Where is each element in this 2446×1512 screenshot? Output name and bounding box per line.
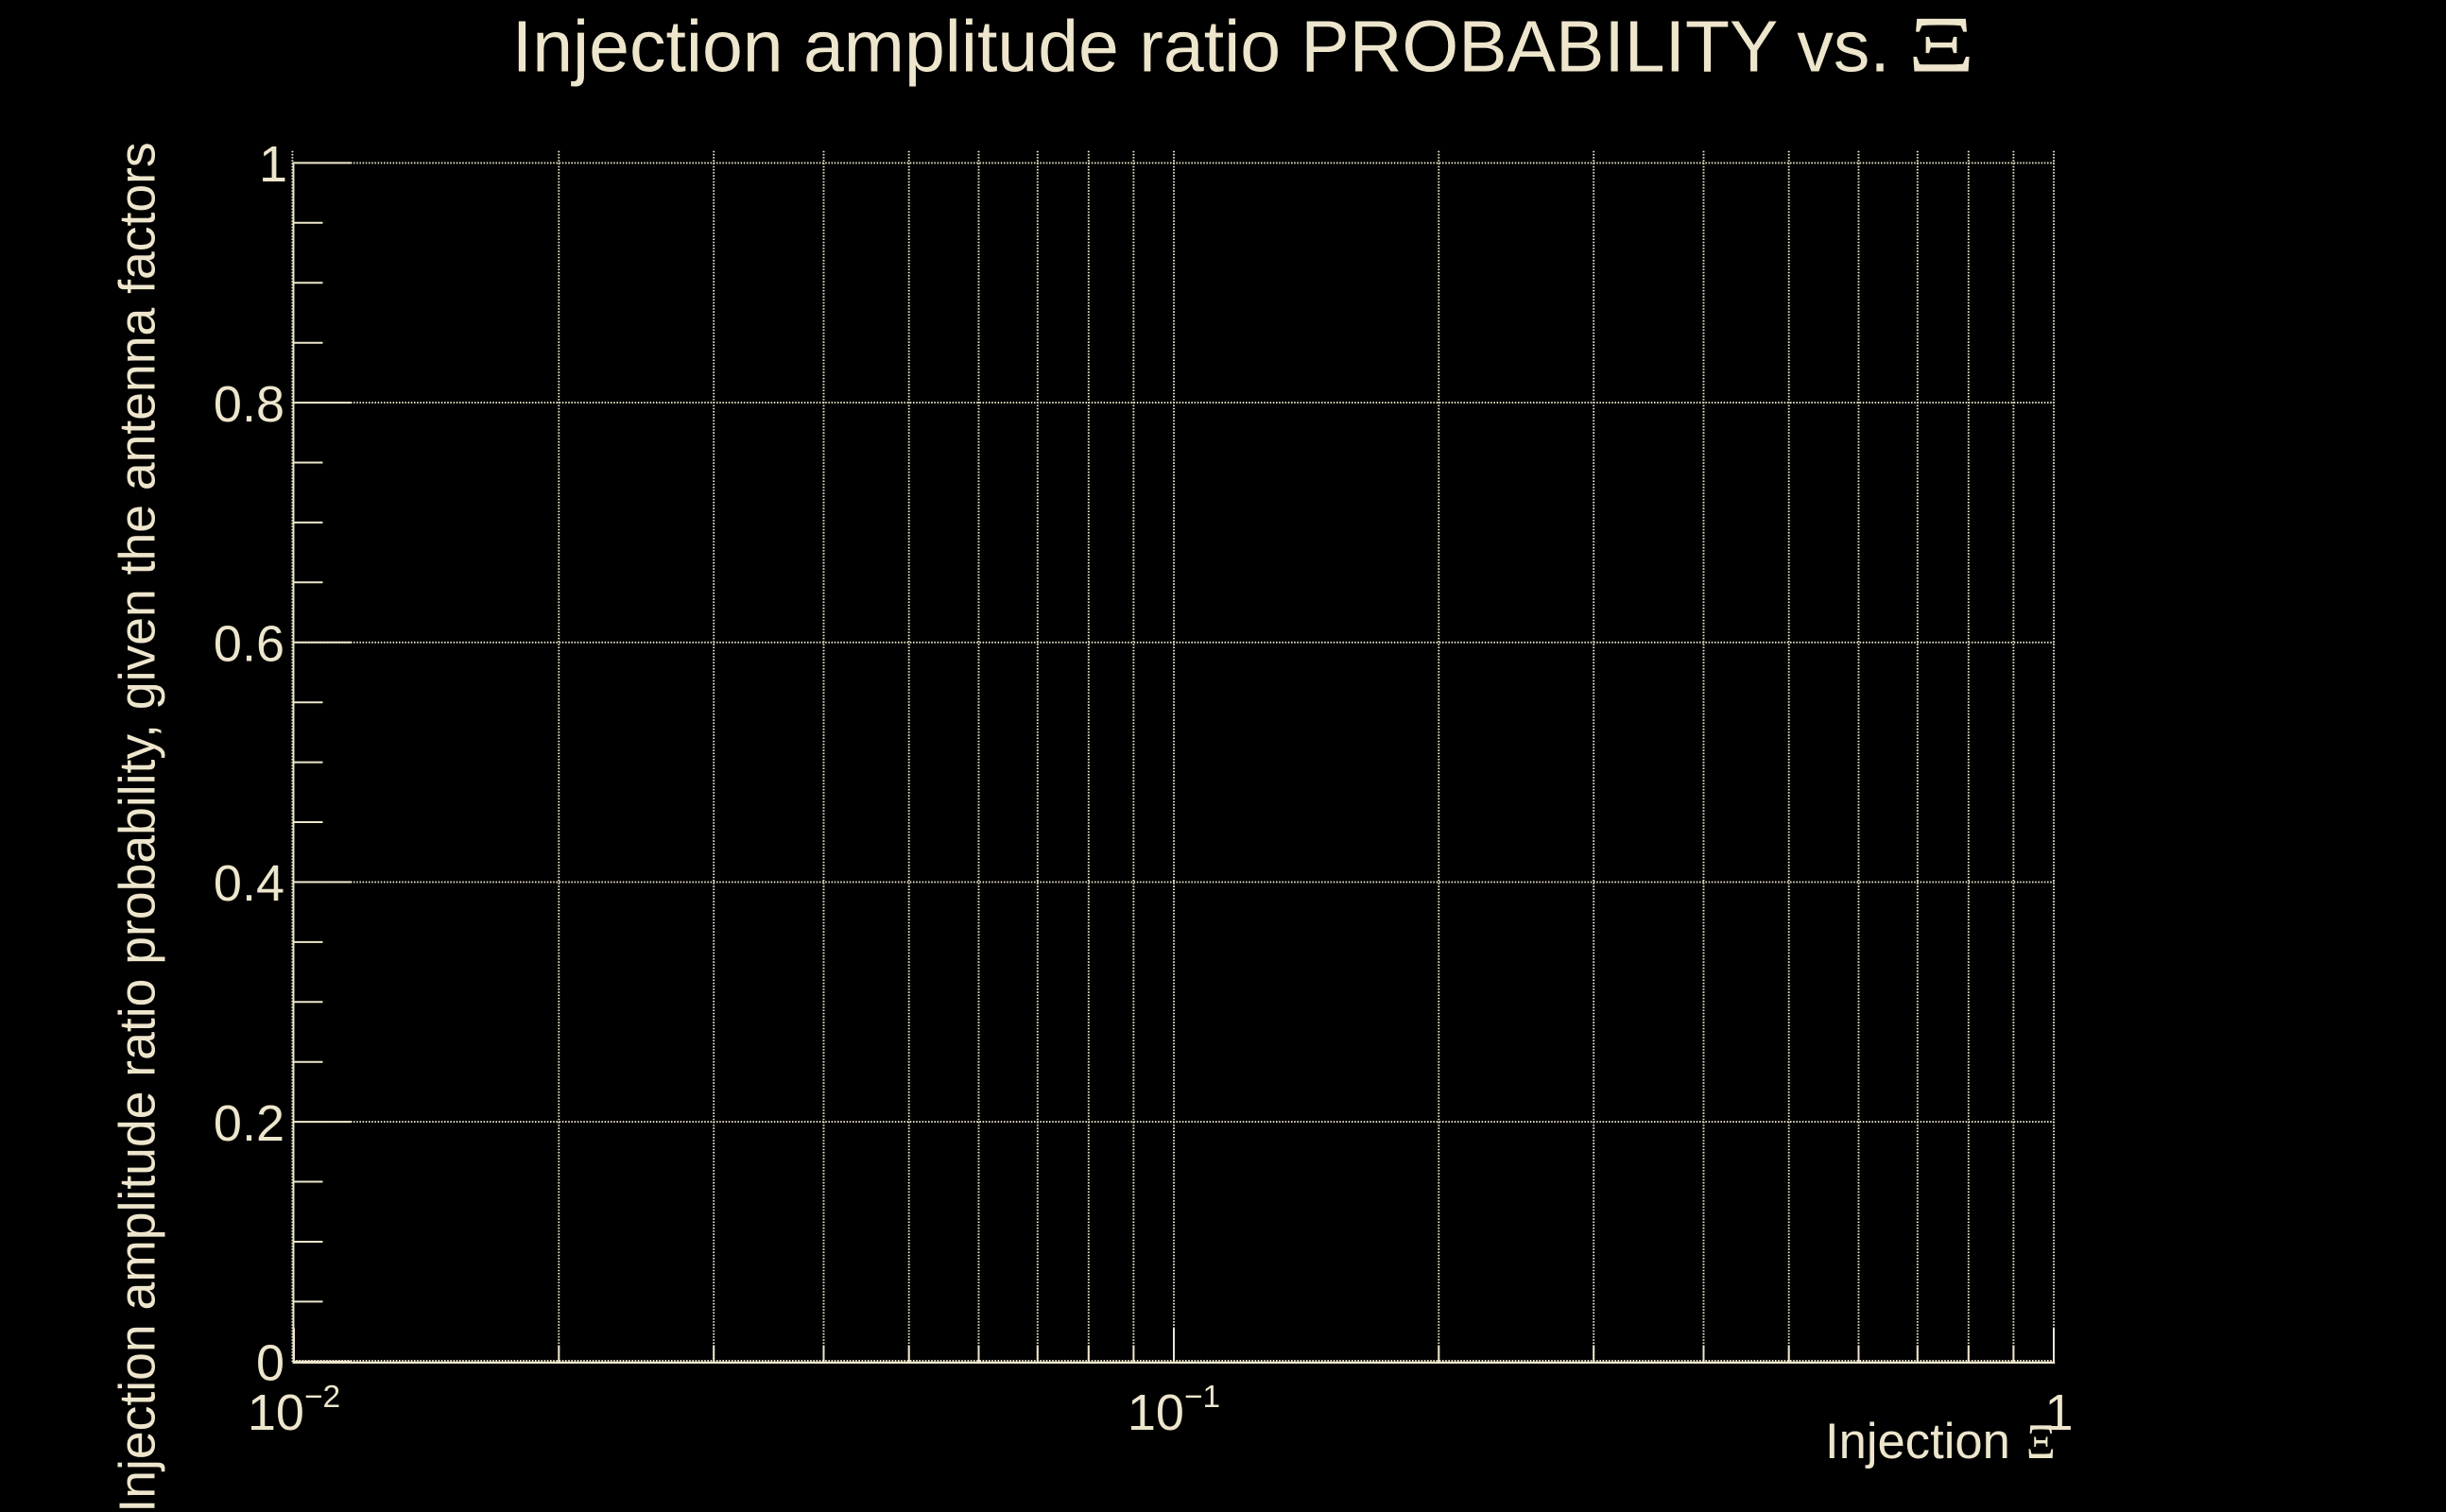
- svg-text:0: 0: [256, 1335, 284, 1392]
- svg-text:0.2: 0.2: [214, 1095, 284, 1152]
- svg-text:1: 1: [2044, 1384, 2073, 1441]
- svg-text:10−2: 10−2: [248, 1380, 340, 1441]
- svg-text:1: 1: [259, 136, 287, 193]
- svg-text:0.6: 0.6: [214, 616, 284, 673]
- svg-text:Injection: Injection: [1825, 1414, 2010, 1469]
- svg-text:Injection amplitude ratio PROB: Injection amplitude ratio PROBABILITY vs…: [512, 7, 1890, 88]
- svg-text:Injection amplitude ratio prob: Injection amplitude ratio probability, g…: [111, 142, 166, 1512]
- svg-text:Ξ: Ξ: [2026, 1414, 2056, 1469]
- svg-text:Ξ: Ξ: [1908, 0, 1975, 89]
- svg-text:10−1: 10−1: [1128, 1380, 1220, 1441]
- svg-text:0.8: 0.8: [214, 376, 284, 433]
- svg-text:0.4: 0.4: [214, 855, 284, 912]
